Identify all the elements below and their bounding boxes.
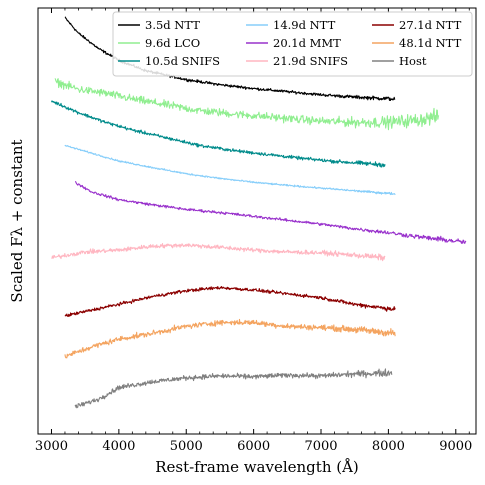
- y-axis-label: Scaled Fλ + constant: [8, 139, 26, 302]
- spectrum-line: [64, 144, 396, 196]
- legend-entry-label: 20.1d MMT: [273, 36, 341, 50]
- x-tick-label: 9000: [439, 439, 472, 454]
- spectrum-line: [64, 285, 396, 317]
- x-tick-label: 4000: [102, 439, 135, 454]
- spectrum-line: [54, 78, 440, 131]
- legend-box: [112, 11, 473, 77]
- legend-entry-label: 21.9d SNIFS: [273, 54, 348, 68]
- x-tick-label: 5000: [170, 439, 203, 454]
- legend-entry-label: 27.1d NTT: [399, 18, 462, 32]
- spectrum-line: [75, 181, 467, 244]
- ticks-layer: 3000 4000 5000 6000 7000 8000 9000: [35, 8, 472, 454]
- x-tick-label: 6000: [237, 439, 270, 454]
- legend-entry-label: 3.5d NTT: [145, 18, 200, 32]
- legend-entry-label: 14.9d NTT: [273, 18, 336, 32]
- plot-frame: [37, 7, 477, 435]
- spectrum-line: [64, 318, 396, 359]
- legend-entry-label: 10.5d SNIFS: [145, 54, 220, 68]
- x-axis-label: Rest-frame wavelength (Å): [155, 458, 359, 476]
- x-tick-label: 8000: [372, 439, 405, 454]
- legend-entry-label: 48.1d NTT: [399, 36, 462, 50]
- x-tick-label: 3000: [35, 439, 68, 454]
- spectrum-line: [74, 368, 393, 409]
- legend-entry-label: Host: [399, 54, 427, 68]
- x-tick-label: 7000: [304, 439, 337, 454]
- legend-entry-label: 9.6d LCO: [145, 36, 200, 50]
- legend: 3.5d NTT 9.6d LCO 10.5d SNIFS 14.9d NTT 20.1…: [112, 11, 473, 77]
- spectrum-line: [50, 100, 386, 168]
- spectrum-line: [51, 243, 386, 262]
